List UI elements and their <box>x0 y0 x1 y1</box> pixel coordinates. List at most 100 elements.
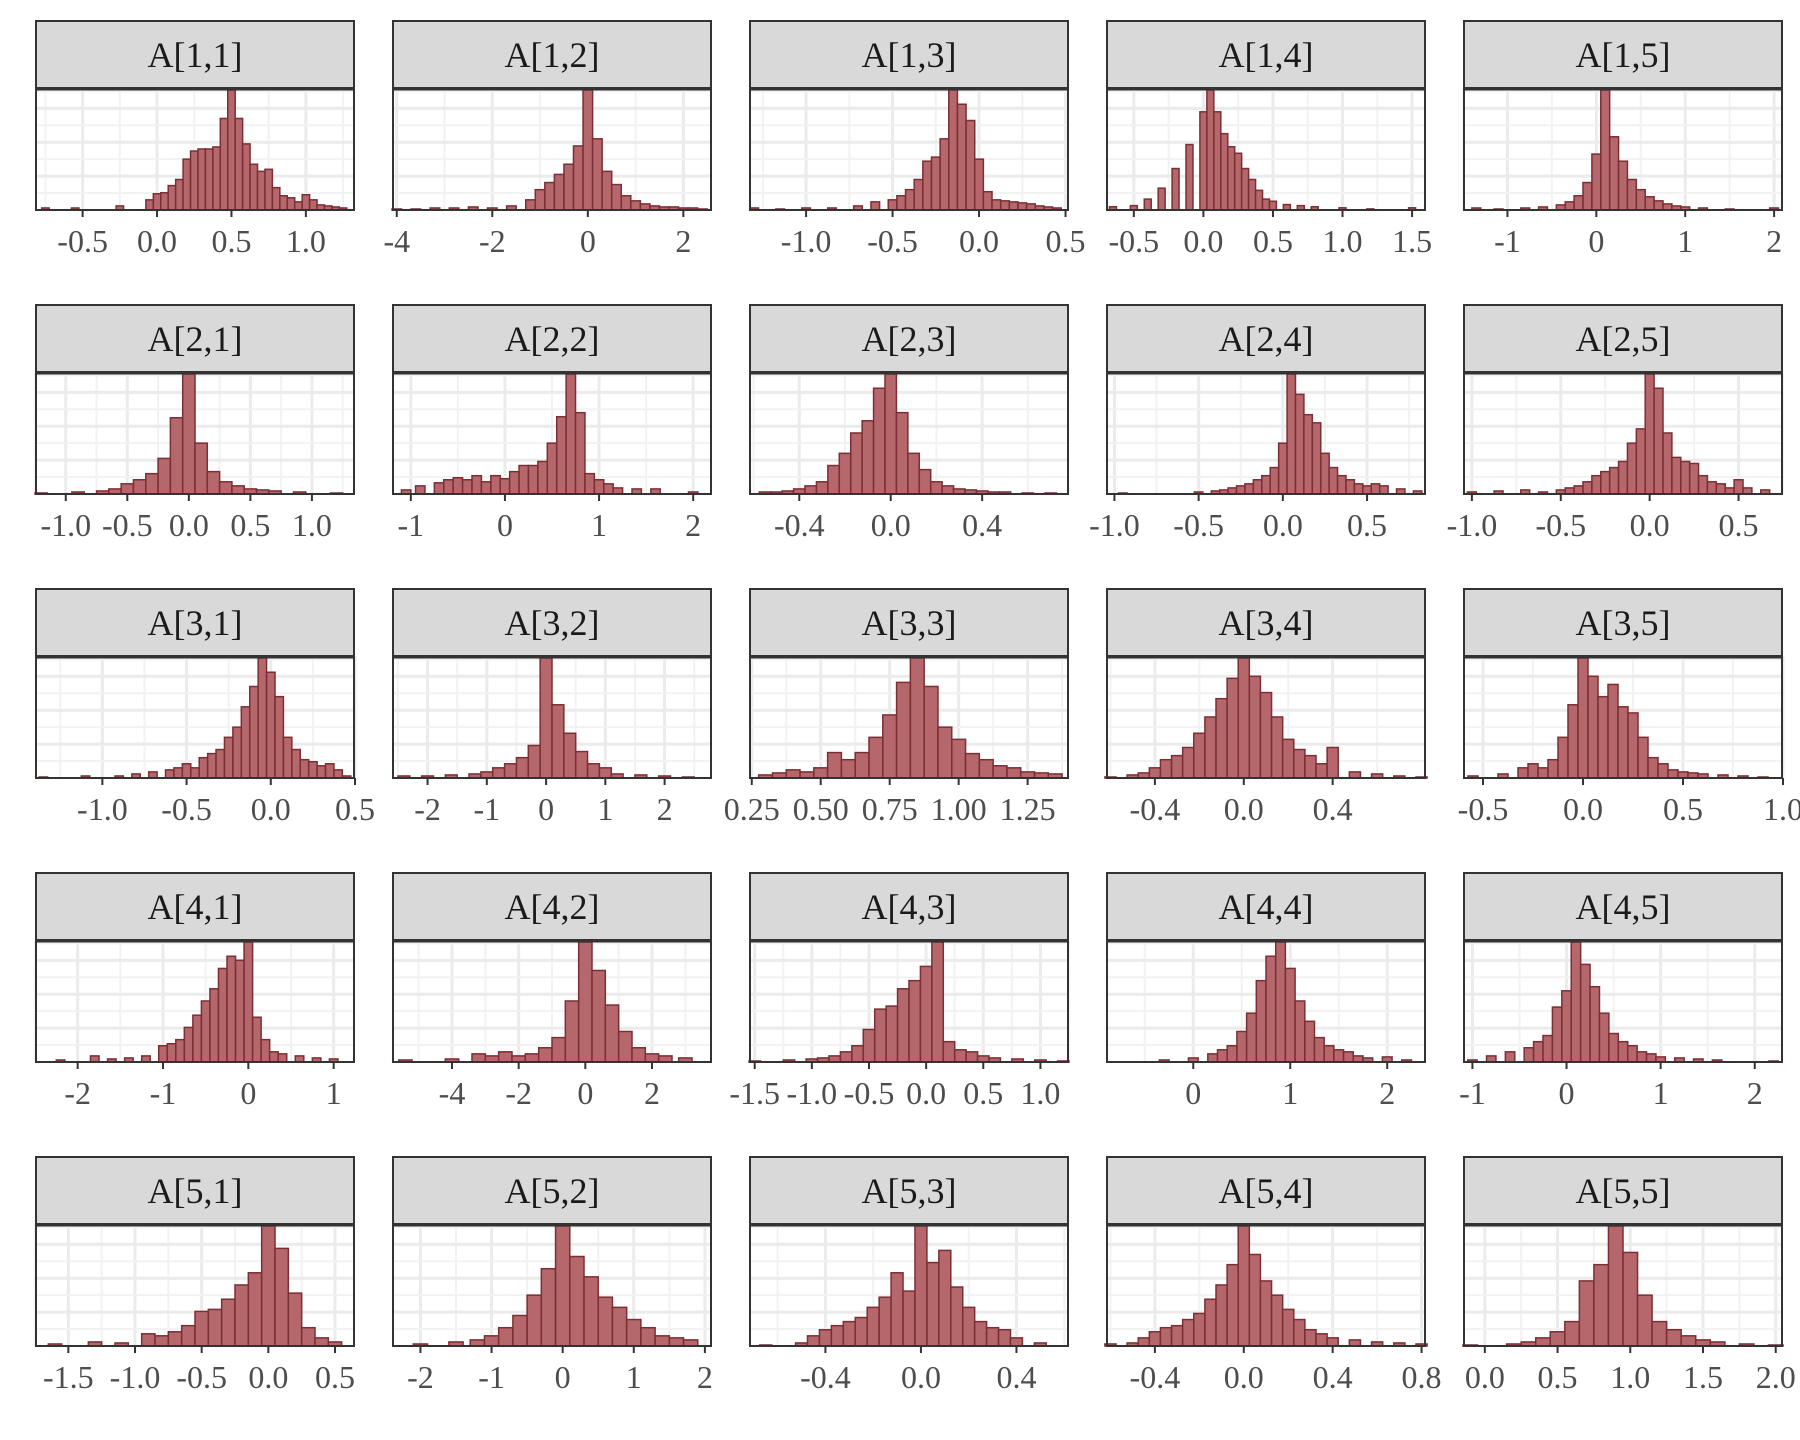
histogram-bar <box>1252 479 1263 495</box>
histogram-plot: -1.0 -0.5 0.0 0.5 1.0 <box>34 371 355 543</box>
x-tick-label: 0.5 <box>335 791 375 827</box>
histogram-bar <box>1326 1337 1339 1347</box>
histogram-bar <box>1181 1318 1195 1347</box>
facet-strip-label: A[4,5] <box>1463 872 1783 940</box>
histogram-bar <box>540 1267 557 1347</box>
histogram-bar <box>226 955 237 1063</box>
histogram-bar <box>1294 1000 1306 1063</box>
histogram-bar <box>1255 979 1267 1063</box>
histogram-bar <box>851 1044 865 1063</box>
histogram-bar <box>1617 160 1629 211</box>
x-tick-label: 1.0 <box>1020 1075 1060 1111</box>
x-axis: -1.5 -1.0 -0.5 0.0 0.5 <box>43 1346 355 1395</box>
histogram-bar <box>251 1016 262 1063</box>
x-tick-label: -1.5 <box>43 1359 94 1395</box>
histogram-plot: -1 0 1 2 <box>1459 939 1783 1111</box>
histogram-bar <box>190 767 200 779</box>
histogram-bar <box>922 160 933 211</box>
x-tick-label: 0.4 <box>1313 791 1353 827</box>
x-tick-label: 0.4 <box>1313 1359 1353 1395</box>
x-tick-label: 2 <box>1747 1075 1763 1111</box>
histogram-bar <box>1622 1251 1639 1347</box>
histogram-bar <box>1667 769 1679 779</box>
histogram-bar <box>1204 716 1217 779</box>
histogram-bar <box>878 1296 892 1347</box>
histogram-bar <box>471 1053 487 1063</box>
histogram-bar <box>1593 1263 1610 1347</box>
histogram-bar <box>868 736 884 779</box>
histogram-bar <box>1534 1337 1552 1347</box>
x-tick-label: 1 <box>326 1075 342 1111</box>
x-axis: -2 -1 0 1 <box>64 1062 342 1111</box>
histogram-bar <box>1671 456 1682 495</box>
panel-a51: A[5,1] -1.5 -1.0 -0.5 0.0 0.5 <box>34 1156 355 1406</box>
histogram-bar <box>1315 1333 1328 1347</box>
histogram-bar <box>1323 1044 1335 1063</box>
x-tick-label: -1.5 <box>729 1075 780 1111</box>
histogram-bar <box>217 967 228 1063</box>
histogram-bar <box>885 1005 899 1063</box>
x-tick-label: 0 <box>497 507 513 543</box>
facet-strip-label: A[3,3] <box>749 588 1069 656</box>
histogram-bar <box>1570 941 1582 1063</box>
x-tick-label: -1 <box>150 1075 177 1111</box>
histogram-bar <box>597 1296 614 1347</box>
x-tick-label: 1 <box>1677 223 1693 259</box>
x-tick-label: 0.5 <box>963 1075 1003 1111</box>
histogram-bar <box>854 1316 868 1347</box>
histogram-bar <box>1688 462 1700 495</box>
x-tick-label: 2 <box>1766 223 1782 259</box>
histogram-bar <box>640 1326 656 1347</box>
histogram-bar <box>965 1051 979 1063</box>
x-tick-label: 2 <box>1379 1075 1395 1111</box>
x-tick-label: 2.0 <box>1756 1359 1796 1395</box>
histogram-bar <box>982 190 993 211</box>
histogram-bar <box>1248 675 1262 779</box>
facet-strip-label: A[2,5] <box>1463 304 1783 372</box>
histogram-bar <box>804 485 818 495</box>
histogram-bar <box>827 464 841 495</box>
x-axis: -1.0 -0.5 0.0 0.5 <box>77 778 375 827</box>
histogram-bar <box>526 1294 543 1347</box>
histogram-bar <box>189 150 199 211</box>
histogram-bar <box>497 1326 514 1347</box>
x-tick-label: -0.5 <box>844 1075 895 1111</box>
x-tick-label: 2 <box>697 1359 713 1395</box>
x-tick-label: 0 <box>1559 1075 1575 1111</box>
x-tick-label: -0.5 <box>102 507 153 543</box>
facet-strip-label: A[5,1] <box>35 1156 355 1224</box>
histogram-bar <box>1148 1331 1162 1347</box>
x-tick-label: 0.50 <box>793 791 849 827</box>
histogram-bar <box>167 1331 183 1347</box>
histogram-bar <box>839 1051 853 1063</box>
histogram-bar <box>1573 195 1584 211</box>
histogram-bars <box>391 89 708 211</box>
histogram-bar <box>198 756 209 779</box>
histogram-bar <box>1579 963 1591 1063</box>
x-axis: -0.4 0.0 0.4 <box>800 1346 1036 1395</box>
histogram-bar <box>1185 143 1194 211</box>
histogram-bar <box>907 452 921 495</box>
histogram-bar <box>785 769 801 779</box>
x-axis: -1 0 1 2 <box>397 494 701 543</box>
x-tick-label: 0.5 <box>211 223 251 259</box>
histogram-bar <box>1226 677 1239 779</box>
histogram-bar <box>461 479 473 495</box>
x-tick-label: 0 <box>577 1075 593 1111</box>
histogram-bar <box>1608 1032 1620 1063</box>
histogram-bar <box>872 387 886 495</box>
histogram-bar <box>291 748 302 779</box>
x-tick-label: -1.0 <box>77 791 128 827</box>
histogram-bars <box>400 373 699 495</box>
x-tick-label: 0.0 <box>1224 791 1264 827</box>
histogram-bar <box>282 736 293 779</box>
histogram-bar <box>842 1320 857 1347</box>
histogram-bar <box>1607 1225 1624 1347</box>
histogram-bar <box>1235 485 1246 495</box>
histogram-bar <box>154 1335 170 1347</box>
histogram-bar <box>173 767 184 779</box>
histogram-bar <box>840 758 856 779</box>
histogram-bars <box>47 1225 343 1347</box>
histogram-bar <box>1171 167 1180 211</box>
histogram-bar <box>904 188 915 211</box>
